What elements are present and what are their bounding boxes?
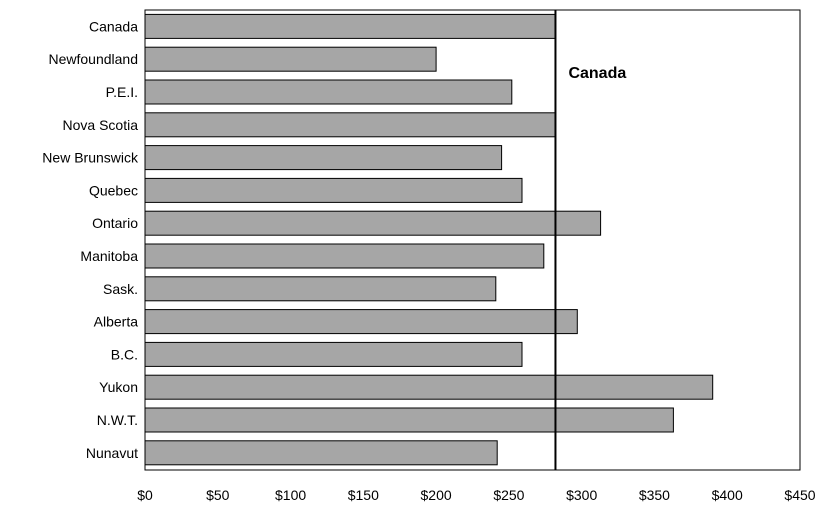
category-label: Canada <box>89 18 138 34</box>
bar-p-e-i <box>144 79 513 105</box>
bar-manitoba <box>144 243 545 269</box>
bar-n-w-t <box>144 407 674 433</box>
x-tick-label: $50 <box>206 487 230 503</box>
x-tick-label: $300 <box>566 487 597 503</box>
reference-line-label: Canada <box>568 65 626 82</box>
category-label: Yukon <box>99 379 138 395</box>
bar-b-c <box>144 341 523 367</box>
x-tick-label: $0 <box>137 487 153 503</box>
category-label: New Brunswick <box>42 150 139 166</box>
category-label: Sask. <box>103 281 138 297</box>
category-label: Manitoba <box>80 248 138 264</box>
category-label: Nunavut <box>86 445 138 461</box>
bar-alberta <box>144 309 578 335</box>
category-label: P.E.I. <box>106 84 138 100</box>
x-tick-label: $250 <box>493 487 524 503</box>
category-label: Quebec <box>89 182 138 198</box>
x-tick-label: $350 <box>639 487 670 503</box>
x-tick-label: $100 <box>275 487 306 503</box>
bar-newfoundland <box>144 46 437 72</box>
category-label: Nova Scotia <box>63 117 139 133</box>
bar-sask <box>144 276 497 302</box>
bar-nunavut <box>144 440 498 466</box>
category-label: Ontario <box>92 215 138 231</box>
x-tick-label: $400 <box>712 487 743 503</box>
category-label: Alberta <box>94 314 139 330</box>
category-label: B.C. <box>111 346 138 362</box>
bar-quebec <box>144 177 523 203</box>
category-label: N.W.T. <box>97 412 138 428</box>
bar-yukon <box>144 374 714 400</box>
bar-ontario <box>144 210 602 236</box>
x-tick-label: $150 <box>348 487 379 503</box>
plot-frame <box>144 9 801 471</box>
bar-new-brunswick <box>144 145 503 171</box>
bar-canada <box>144 13 556 39</box>
category-label: Newfoundland <box>48 51 138 67</box>
x-tick-label: $450 <box>784 487 815 503</box>
bar-nova-scotia <box>144 112 556 138</box>
x-tick-label: $200 <box>421 487 452 503</box>
